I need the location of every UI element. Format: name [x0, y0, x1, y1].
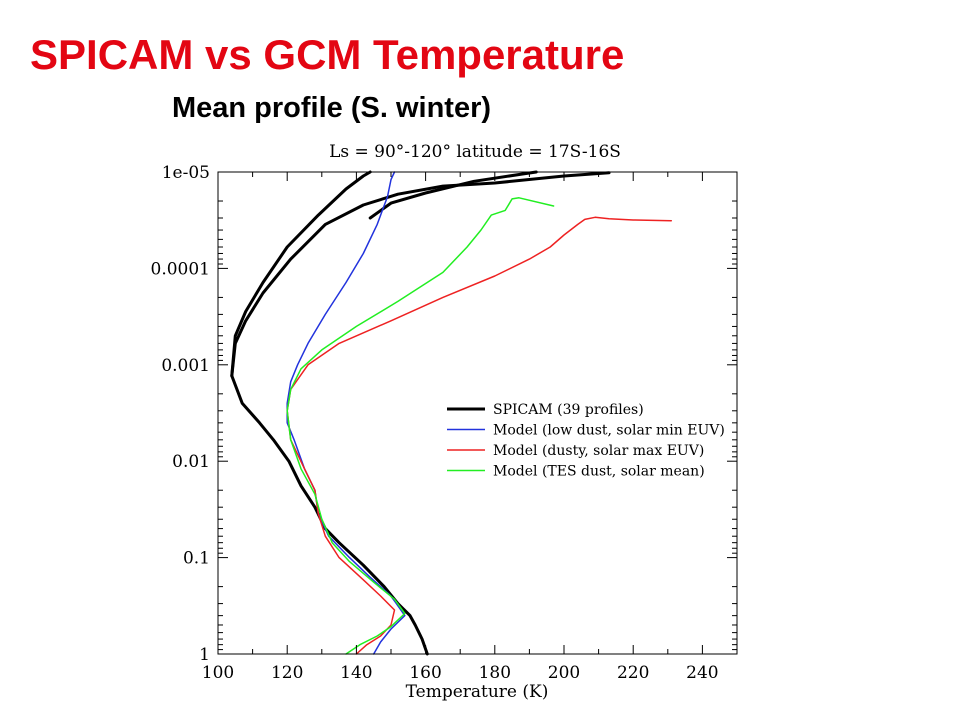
spicam-line — [230, 170, 372, 378]
legend-label: Model (low dust, solar min EUV) — [493, 423, 725, 439]
y-tick-label: 1 — [199, 645, 210, 665]
x-axis-title: Temperature (K) — [406, 682, 549, 702]
x-tick-label: 140 — [340, 663, 372, 683]
legend-label: SPICAM (39 profiles) — [493, 402, 644, 418]
slide-subtitle: Mean profile (S. winter) — [172, 92, 492, 124]
legend-label: Model (TES dust, solar mean) — [493, 464, 705, 480]
y-tick-label: 1e-05 — [162, 163, 210, 183]
x-tick-label: 100 — [202, 663, 234, 683]
y-tick-label: 0.1 — [183, 549, 210, 569]
spicam-line — [368, 170, 538, 220]
x-tick-label: 180 — [479, 663, 511, 683]
x-tick-label: 160 — [409, 663, 441, 683]
x-tick-label: 220 — [617, 663, 649, 683]
chart-title: Ls = 90°-120° latitude = 17S-16S — [329, 142, 621, 162]
x-tick-label: 120 — [271, 663, 303, 683]
axes-layer: 100 120 140 160 180 200 220 240 1e-05 0.0001 0.001… — [151, 163, 737, 683]
model-tes-dust-line — [286, 197, 555, 655]
plot-frame — [217, 171, 738, 655]
x-tick-label: 200 — [548, 663, 580, 683]
slide-title: SPICAM vs GCM Temperature — [30, 31, 625, 78]
y-tick-label: 0.01 — [172, 452, 210, 472]
y-tick-label: 0.001 — [161, 356, 210, 376]
y-tick-label: 0.0001 — [151, 259, 210, 279]
legend-label: Model (dusty, solar max EUV) — [493, 443, 704, 459]
series-layer — [230, 170, 673, 656]
x-tick-label: 240 — [686, 663, 718, 683]
model-low-dust-line — [286, 171, 406, 655]
legend: SPICAM (39 profiles) Model (low dust, sol… — [447, 402, 725, 480]
